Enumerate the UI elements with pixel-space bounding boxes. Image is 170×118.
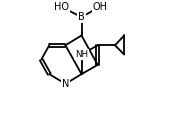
Text: OH: OH bbox=[92, 2, 107, 12]
Text: HO: HO bbox=[54, 2, 70, 12]
Text: N: N bbox=[62, 79, 69, 89]
Text: B: B bbox=[78, 12, 85, 22]
Text: NH: NH bbox=[75, 50, 88, 59]
